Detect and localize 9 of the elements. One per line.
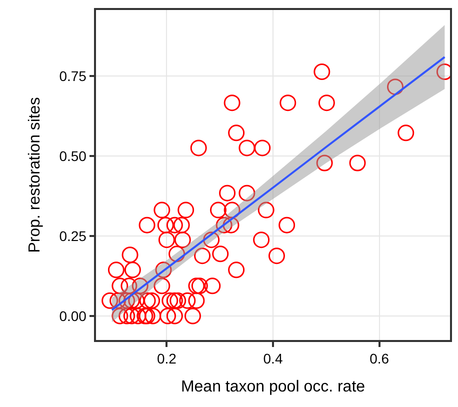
- x-tick-label: 0.2: [156, 350, 177, 367]
- y-tick-label: 0.50: [59, 148, 87, 164]
- y-axis-title: Prop. restoration sites: [26, 97, 44, 253]
- x-tick-label: 0.6: [370, 350, 390, 367]
- y-tick-label: 0.25: [59, 228, 87, 244]
- x-axis-title: Mean taxon pool occ. rate: [180, 378, 366, 396]
- y-tick-label: 0.75: [59, 68, 87, 84]
- x-tick-label: 0.4: [263, 350, 283, 367]
- y-tick-label: 0.00: [59, 308, 87, 324]
